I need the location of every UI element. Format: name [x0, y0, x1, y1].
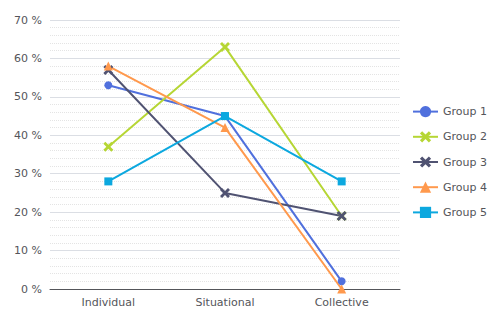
svg-text:10 %: 10 % [14, 244, 42, 257]
svg-text:60 %: 60 % [14, 52, 42, 65]
svg-text:70 %: 70 % [14, 14, 42, 27]
svg-text:Group 2: Group 2 [443, 130, 487, 143]
svg-text:Group 1: Group 1 [443, 105, 487, 118]
svg-text:Collective: Collective [315, 296, 369, 309]
svg-text:Group 4: Group 4 [443, 181, 487, 194]
svg-text:Individual: Individual [82, 296, 136, 309]
svg-text:0 %: 0 % [21, 283, 42, 296]
svg-text:20 %: 20 % [14, 206, 42, 219]
svg-text:Group 3: Group 3 [443, 156, 487, 169]
svg-text:Group 5: Group 5 [443, 206, 487, 219]
svg-text:Situational: Situational [196, 296, 255, 309]
svg-text:40 %: 40 % [14, 129, 42, 142]
svg-text:50 %: 50 % [14, 90, 42, 103]
svg-text:30 %: 30 % [14, 167, 42, 180]
